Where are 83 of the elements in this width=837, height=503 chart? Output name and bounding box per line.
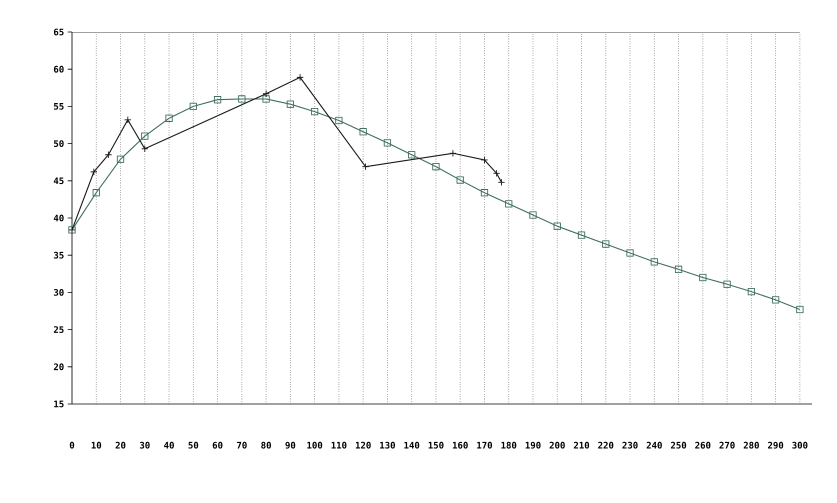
y-tick-label: 20 [54, 363, 64, 370]
point [92, 189, 100, 196]
point [480, 189, 488, 196]
point [296, 74, 304, 82]
point [286, 100, 294, 108]
point [104, 151, 112, 158]
x-tick-label: 170 [477, 442, 492, 449]
y-tick-label: 65 [54, 28, 64, 36]
point [141, 145, 148, 152]
point [626, 249, 634, 257]
point [529, 211, 537, 219]
x-tick-label: 230 [622, 442, 638, 449]
point [505, 200, 512, 208]
y-tick-label: 30 [54, 288, 64, 296]
point [723, 280, 731, 288]
x-tick-label: 30 [140, 442, 150, 449]
point [335, 116, 343, 124]
x-tick-label: 110 [332, 442, 346, 449]
point [748, 288, 756, 296]
point [578, 231, 586, 239]
point [408, 151, 416, 158]
x-tick-label: 50 [188, 442, 198, 449]
y-tick-label: 40 [54, 214, 64, 222]
point [362, 163, 370, 170]
x-tick-label: 80 [261, 442, 271, 449]
x-tick-label: 160 [452, 442, 468, 449]
point [772, 296, 780, 304]
point [116, 156, 124, 163]
y-tick-label: 25 [54, 326, 64, 333]
point [384, 139, 392, 147]
x-tick-label: 200 [550, 442, 565, 449]
point [699, 274, 706, 282]
x-tick-label: 290 [768, 442, 784, 449]
y-tick-label: 50 [54, 140, 64, 147]
x-tick-label: 190 [526, 442, 541, 449]
point [165, 114, 173, 122]
x-tick-label: 280 [744, 442, 759, 449]
point [449, 150, 457, 157]
x-tick-label: 300 [792, 442, 808, 449]
point [214, 96, 222, 104]
point [674, 266, 682, 273]
x-tick-label: 140 [404, 442, 420, 449]
point [262, 90, 270, 98]
x-tick-label: 250 [670, 442, 686, 449]
x-tick-label: 60 [212, 442, 222, 449]
x-tick-label: 10 [92, 442, 102, 449]
point [141, 132, 148, 140]
point [360, 128, 367, 136]
x-tick-label: 100 [307, 442, 322, 449]
point [498, 178, 506, 186]
x-tick-label: 150 [428, 442, 444, 449]
point [238, 95, 246, 103]
y-tick-label: 15 [54, 400, 64, 408]
point [456, 176, 464, 184]
x-tick-label: 210 [574, 442, 590, 449]
point [796, 306, 804, 314]
point [124, 116, 132, 124]
x-tick-label: 40 [164, 442, 174, 449]
x-tick-label: 120 [356, 442, 371, 449]
x-tick-label: 0 [70, 442, 74, 449]
point [262, 95, 270, 103]
x-tick-label: 180 [501, 442, 516, 449]
x-tick-label: 130 [380, 442, 395, 449]
y-tick-label: 55 [54, 103, 64, 110]
x-tick-label: 220 [598, 442, 614, 449]
point [310, 108, 318, 116]
x-tick-label: 260 [695, 442, 710, 449]
point [554, 222, 561, 230]
y-tick-label: 60 [54, 66, 64, 73]
point [492, 170, 500, 178]
y-tick-label: 45 [54, 177, 64, 184]
y-tick-label: 35 [54, 252, 64, 259]
point [90, 168, 98, 176]
x-tick-label: 270 [719, 442, 735, 449]
point [432, 163, 440, 170]
point [480, 156, 488, 164]
point [190, 102, 197, 110]
x-tick-label: 70 [237, 442, 247, 449]
point [650, 258, 658, 266]
x-tick-label: 240 [646, 442, 662, 449]
point [602, 240, 610, 248]
x-tick-label: 90 [285, 442, 296, 449]
x-tick-label: 20 [116, 442, 126, 449]
